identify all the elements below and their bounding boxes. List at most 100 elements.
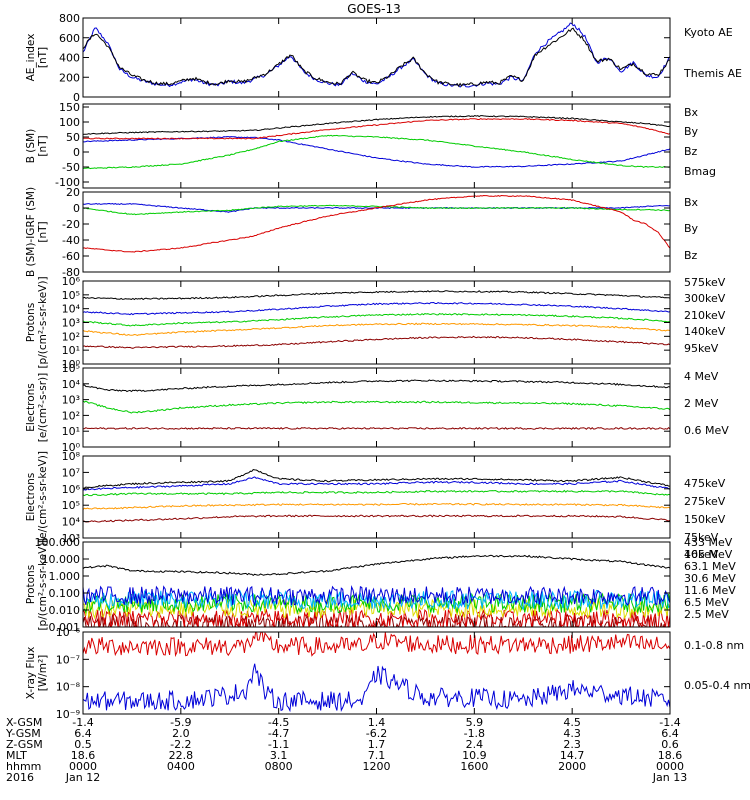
y-axis-unit: [W/m²] bbox=[37, 655, 49, 692]
series-2-mev bbox=[83, 400, 670, 414]
panel-7-series bbox=[83, 554, 670, 627]
legend-6-5-mev: 6.5 MeV bbox=[684, 596, 729, 609]
legend-4-mev: 4 MeV bbox=[684, 370, 719, 383]
y-tick-label: 50 bbox=[66, 131, 80, 144]
legend-475kev: 475keV bbox=[684, 477, 726, 490]
orbit-cell: 1200 bbox=[363, 760, 391, 773]
series-by bbox=[83, 204, 670, 216]
y-tick-label: 10⁻⁸ bbox=[56, 681, 81, 694]
panel-frame bbox=[82, 455, 671, 539]
orbit-cell: -1.1 bbox=[268, 738, 289, 751]
y-tick-label: 10⁵ bbox=[62, 362, 80, 375]
legend-11-6-mev: 11.6 MeV bbox=[684, 584, 736, 597]
legend-themis-ae: Themis AE bbox=[683, 67, 742, 80]
panel-5-series bbox=[83, 379, 670, 430]
orbit-row-label: Y-GSM bbox=[5, 727, 41, 740]
series-6-5-mev bbox=[83, 584, 670, 607]
series-433-mev bbox=[83, 612, 670, 627]
legend-kyoto-ae: Kyoto AE bbox=[684, 26, 733, 39]
panel-3: -80 -60 -40 -20 0 20 B (SM)-IGRF (SM) [nT] Bx By B… bbox=[25, 186, 699, 279]
y-tick-label: 10⁰ bbox=[62, 441, 81, 454]
orbit-row-label: hhmm bbox=[6, 760, 41, 773]
series-bx bbox=[83, 136, 670, 168]
y-tick-label: 10¹ bbox=[62, 344, 80, 357]
y-tick-label: 10⁵ bbox=[62, 289, 80, 302]
y-tick-label: 10⁻⁷ bbox=[56, 653, 80, 666]
y-tick-label: -50 bbox=[62, 161, 80, 174]
series-150kev bbox=[83, 489, 670, 497]
legend-40kev: 40keV bbox=[684, 548, 719, 561]
orbit-cell: 1.7 bbox=[368, 738, 386, 751]
figure-title: GOES-13 bbox=[347, 2, 401, 16]
legend-bz: Bz bbox=[684, 249, 698, 262]
y-tick-label: 10⁷ bbox=[62, 466, 80, 479]
series-475kev bbox=[83, 514, 670, 523]
y-axis-unit: [e/(cm²-s-sr)] bbox=[37, 373, 49, 442]
orbit-cell: -2.2 bbox=[170, 738, 191, 751]
panel-8: 10⁻⁹ 10⁻⁸ 10⁻⁷ 10⁻⁶ X-ray Flux [W/m²] 0.1-0.8 … bbox=[25, 626, 750, 721]
orbit-cell: 4.5 bbox=[563, 716, 581, 729]
series-210kev bbox=[83, 313, 670, 327]
legend-165-mev: 165 MeV bbox=[684, 548, 733, 561]
y-tick-label: 1.000 bbox=[49, 570, 81, 583]
orbit-cell: -1.4 bbox=[72, 716, 93, 729]
orbit-cell: 1.4 bbox=[368, 716, 386, 729]
orbit-cell: 6.4 bbox=[661, 727, 679, 740]
series-4-mev bbox=[83, 426, 670, 430]
orbit-cell: 0000 bbox=[656, 760, 684, 773]
series-2-5-mev bbox=[83, 554, 670, 577]
y-tick-label: 10³ bbox=[62, 394, 80, 407]
y-tick-label: 0.100 bbox=[49, 587, 81, 600]
legend-bx: Bx bbox=[684, 106, 699, 119]
y-axis-label: Electrons bbox=[25, 473, 37, 522]
legend-95kev: 95keV bbox=[684, 342, 719, 355]
orbit-cell: Jan 13 bbox=[652, 771, 687, 784]
legend-575kev: 575keV bbox=[684, 276, 726, 289]
orbit-table: X-GSMY-GSMZ-GSMMLThhmm2016-1.46.40.518.6… bbox=[5, 716, 687, 784]
y-tick-label: 150 bbox=[59, 101, 80, 114]
legend-bmag: Bmag bbox=[684, 165, 716, 178]
orbit-cell: 0.5 bbox=[74, 738, 92, 751]
legend-150kev: 150keV bbox=[684, 513, 726, 526]
y-tick-label: -80 bbox=[62, 266, 80, 279]
y-tick-label: 10⁵ bbox=[62, 499, 80, 512]
orbit-cell: 5.9 bbox=[466, 716, 484, 729]
orbit-cell: -1.8 bbox=[464, 727, 485, 740]
y-tick-label: 10⁶ bbox=[62, 483, 81, 496]
orbit-cell: 0400 bbox=[167, 760, 195, 773]
legend-0-05-0-4-nm: 0.05-0.4 nm bbox=[684, 679, 750, 692]
legend-by: By bbox=[684, 125, 699, 138]
panel-6-series bbox=[83, 469, 670, 523]
series-0-1-0-8-nm bbox=[83, 632, 670, 658]
orbit-cell: 2000 bbox=[558, 760, 586, 773]
orbit-row-label: X-GSM bbox=[6, 716, 42, 729]
y-tick-label: 0.010 bbox=[49, 604, 81, 617]
legend-0-1-0-8-nm: 0.1-0.8 nm bbox=[684, 639, 744, 652]
y-axis-unit: [p/(cm²-s-sr-keV)] bbox=[37, 538, 49, 630]
orbit-cell: 1600 bbox=[460, 760, 488, 773]
orbit-cell: Jan 12 bbox=[65, 771, 100, 784]
orbit-cell: 2.3 bbox=[563, 738, 581, 751]
y-tick-label: 0 bbox=[73, 91, 80, 104]
orbit-cell: 18.6 bbox=[658, 749, 683, 762]
panel-frame bbox=[82, 280, 671, 365]
y-axis-unit: [nT] bbox=[37, 47, 49, 68]
y-tick-label: 10⁴ bbox=[62, 303, 81, 316]
legend-bx: Bx bbox=[684, 196, 699, 209]
orbit-row-label: Z-GSM bbox=[6, 738, 43, 751]
series-40kev bbox=[83, 469, 670, 489]
y-axis-label: Protons bbox=[25, 303, 37, 342]
series-kyoto-ae bbox=[83, 22, 670, 88]
series-bz bbox=[83, 118, 670, 140]
panel-2-series bbox=[83, 114, 670, 170]
orbit-cell: -1.4 bbox=[659, 716, 680, 729]
orbit-cell: 18.6 bbox=[71, 749, 96, 762]
y-axis-label: Protons bbox=[25, 565, 37, 604]
legend-30-6-mev: 30.6 MeV bbox=[684, 572, 736, 585]
orbit-cell: 0800 bbox=[265, 760, 293, 773]
legend-63-1-mev: 63.1 MeV bbox=[684, 560, 736, 573]
y-axis-label: Electrons bbox=[25, 383, 37, 432]
panel-6: 10³ 10⁴ 10⁵ 10⁶ 10⁷ 10⁸ Electrons [e/(cm²-s-sr-… bbox=[25, 450, 726, 561]
